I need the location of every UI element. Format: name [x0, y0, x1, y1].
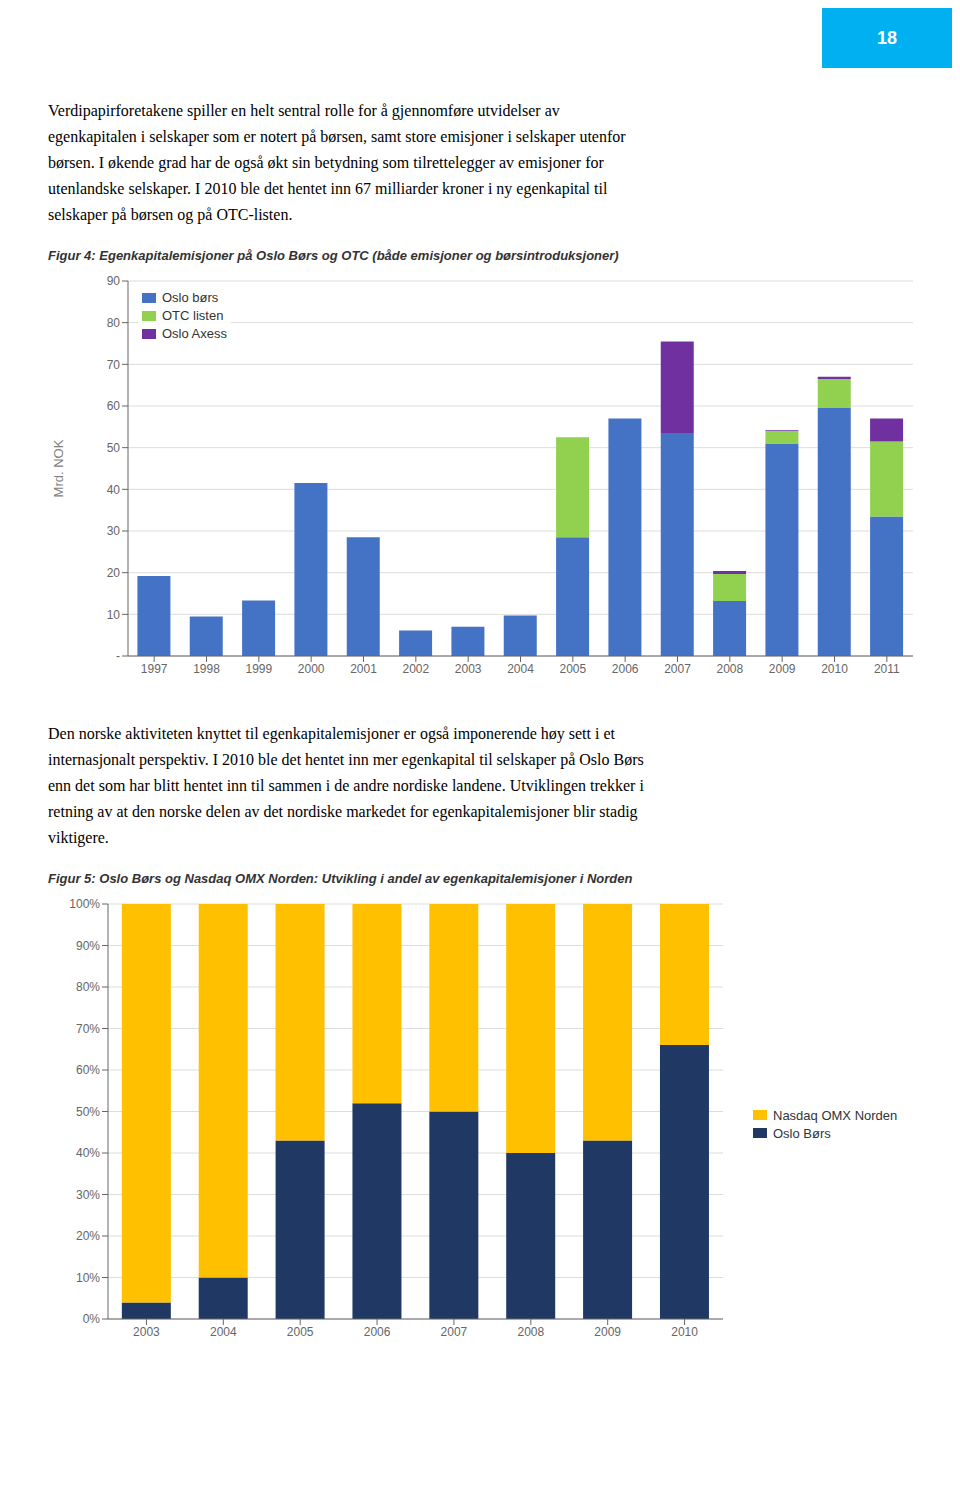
html-text:Den norske aktiviteten knyttet: Den norske aktiviteten knyttet til egenk… [48, 725, 615, 742]
svg-text:60%: 60% [76, 1063, 100, 1077]
svg-text:20: 20 [107, 566, 121, 580]
svg-text:2003: 2003 [133, 1325, 160, 1339]
html-text:børsen. I økende grad har de o: børsen. I økende grad har de også økt si… [48, 154, 604, 171]
svg-text:70: 70 [107, 358, 121, 372]
svg-text:2007: 2007 [664, 662, 691, 676]
svg-text:2002: 2002 [402, 662, 429, 676]
html-text:Verdipapirforetakene spiller e: Verdipapirforetakene spiller en helt sen… [48, 102, 560, 119]
svg-text:2004: 2004 [507, 662, 534, 676]
html-text:Oslo Børs: Oslo Børs [773, 1125, 831, 1141]
svg-text:10%: 10% [76, 1271, 100, 1285]
svg-text:70%: 70% [76, 1022, 100, 1036]
svg-text:1998: 1998 [193, 662, 220, 676]
html-text:egenkapitalen i selskaper som: egenkapitalen i selskaper som er notert … [48, 128, 626, 145]
svg-text:2006: 2006 [612, 662, 639, 676]
svg-text:30%: 30% [76, 1188, 100, 1202]
svg-text:2000: 2000 [298, 662, 325, 676]
html-text:Nasdaq OMX Norden: Nasdaq OMX Norden [773, 1107, 898, 1123]
html-text:Figur 4: Egenkapitalemisjoner: Figur 4: Egenkapitalemisjoner på Oslo Bø… [48, 248, 619, 263]
svg-text:Mrd. NOK: Mrd. NOK [51, 439, 66, 497]
svg-text:2011: 2011 [874, 662, 900, 676]
svg-text:0%: 0% [83, 1312, 101, 1326]
svg-text:2010: 2010 [821, 662, 848, 676]
svg-text:2008: 2008 [517, 1325, 544, 1339]
html-text:OTC listen: OTC listen [162, 308, 224, 323]
svg-text:2010: 2010 [671, 1325, 698, 1339]
svg-text:50%: 50% [76, 1105, 100, 1119]
svg-text:100%: 100% [69, 897, 100, 911]
svg-text:2006: 2006 [364, 1325, 391, 1339]
svg-text:2004: 2004 [210, 1325, 237, 1339]
svg-text:1999: 1999 [245, 662, 272, 676]
html-text:Oslo børs: Oslo børs [162, 290, 219, 305]
svg-text:1997: 1997 [141, 662, 168, 676]
svg-text:40: 40 [107, 483, 121, 497]
svg-text:30: 30 [107, 524, 121, 538]
svg-text:-: - [116, 649, 120, 663]
svg-text:2003: 2003 [455, 662, 482, 676]
html-text:internasjonalt perspektiv. I 2: internasjonalt perspektiv. I 2010 ble de… [48, 751, 644, 768]
svg-text:60: 60 [107, 399, 121, 413]
svg-text:2007: 2007 [441, 1325, 468, 1339]
svg-text:10: 10 [107, 608, 121, 622]
svg-text:2005: 2005 [559, 662, 586, 676]
svg-text:2009: 2009 [769, 662, 796, 676]
svg-text:2008: 2008 [716, 662, 743, 676]
svg-text:20%: 20% [76, 1229, 100, 1243]
svg-text:90: 90 [107, 274, 121, 288]
svg-text:2005: 2005 [287, 1325, 314, 1339]
html-text:retning av at den norske delen: retning av at den norske delen av det no… [48, 803, 638, 820]
html-text:Oslo Axess: Oslo Axess [162, 326, 227, 341]
html-text:viktigere.: viktigere. [48, 829, 109, 846]
html-text:selskaper på børsen og på OTC-: selskaper på børsen og på OTC-listen. [48, 206, 293, 223]
svg-text:40%: 40% [76, 1146, 100, 1160]
svg-text:2009: 2009 [594, 1325, 621, 1339]
html-text:18: 18 [877, 27, 897, 48]
svg-text:80: 80 [107, 316, 121, 330]
svg-text:90%: 90% [76, 939, 100, 953]
html-text:utenlandske selskaper. I 2010: utenlandske selskaper. I 2010 ble det he… [48, 180, 608, 197]
html-text:enn det som har blitt hentet i: enn det som har blitt hentet inn til sam… [48, 777, 644, 794]
svg-text:50: 50 [107, 441, 121, 455]
svg-text:80%: 80% [76, 980, 100, 994]
svg-text:2001: 2001 [350, 662, 377, 676]
html-text:Figur 5: Oslo Børs og Nasdaq O: Figur 5: Oslo Børs og Nasdaq OMX Norden:… [48, 871, 633, 886]
